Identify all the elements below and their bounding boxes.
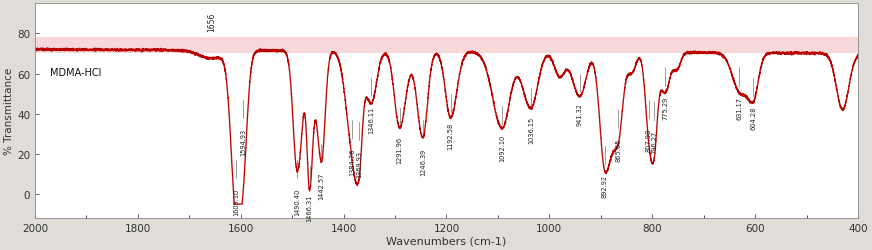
Text: 1656: 1656: [208, 12, 216, 32]
X-axis label: Wavenumbers (cm-1): Wavenumbers (cm-1): [386, 236, 507, 246]
Text: 775.29: 775.29: [662, 96, 668, 120]
Text: 1346.11: 1346.11: [368, 106, 374, 133]
Text: 865.65: 865.65: [616, 138, 621, 162]
Text: 892.92: 892.92: [602, 174, 608, 197]
Text: 1490.40: 1490.40: [294, 188, 300, 216]
Bar: [35, 38, 858, 54]
Text: 1291.96: 1291.96: [397, 136, 403, 163]
Text: 604.28: 604.28: [750, 106, 756, 130]
Y-axis label: % Transmittance: % Transmittance: [4, 68, 14, 155]
Text: 1442.57: 1442.57: [318, 172, 324, 200]
Text: 1369.93: 1369.93: [356, 150, 362, 177]
Text: 1036.15: 1036.15: [528, 116, 534, 143]
Text: 1246.39: 1246.39: [419, 148, 426, 176]
Text: 796.27: 796.27: [651, 130, 657, 154]
Text: MDMA-HCl: MDMA-HCl: [51, 68, 102, 78]
Text: 1594.93: 1594.93: [241, 128, 246, 155]
Text: 1384.76: 1384.76: [349, 148, 355, 176]
Text: 1466.31: 1466.31: [307, 194, 313, 222]
Text: 1609.10: 1609.10: [233, 188, 239, 216]
Text: 631.17: 631.17: [736, 96, 742, 119]
Text: 1092.10: 1092.10: [499, 134, 505, 162]
Text: 941.32: 941.32: [576, 102, 582, 125]
Text: 1192.58: 1192.58: [447, 122, 453, 150]
Text: 807.98: 807.98: [645, 128, 651, 152]
